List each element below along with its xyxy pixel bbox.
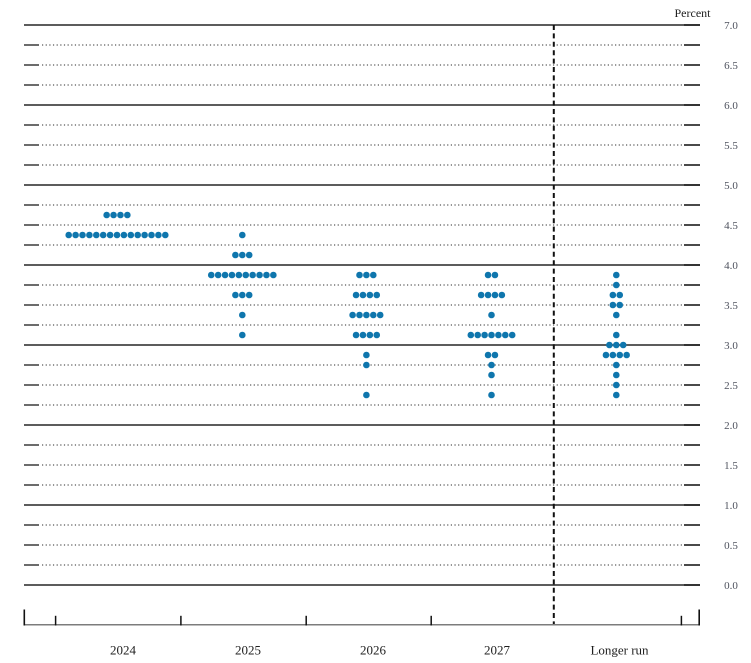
svg-text:2.0: 2.0: [724, 420, 738, 432]
svg-text:3.0: 3.0: [724, 340, 738, 352]
svg-text:2027: 2027: [484, 643, 511, 658]
svg-text:2025: 2025: [235, 643, 261, 658]
svg-text:0.5: 0.5: [724, 540, 738, 552]
svg-text:Longer run: Longer run: [590, 643, 649, 658]
svg-text:2026: 2026: [360, 643, 387, 658]
svg-text:6.5: 6.5: [724, 60, 738, 72]
svg-text:5.5: 5.5: [724, 140, 738, 152]
svg-text:2.5: 2.5: [724, 380, 738, 392]
svg-text:2024: 2024: [110, 643, 137, 658]
svg-text:Percent: Percent: [675, 6, 712, 20]
svg-text:4.0: 4.0: [724, 260, 738, 272]
svg-text:5.0: 5.0: [724, 180, 738, 192]
svg-text:0.0: 0.0: [724, 580, 738, 592]
svg-text:3.5: 3.5: [724, 300, 738, 312]
svg-text:1.5: 1.5: [724, 460, 738, 472]
svg-text:6.0: 6.0: [724, 100, 738, 112]
svg-text:7.0: 7.0: [724, 20, 738, 32]
svg-text:1.0: 1.0: [724, 500, 738, 512]
svg-text:4.5: 4.5: [724, 220, 738, 232]
